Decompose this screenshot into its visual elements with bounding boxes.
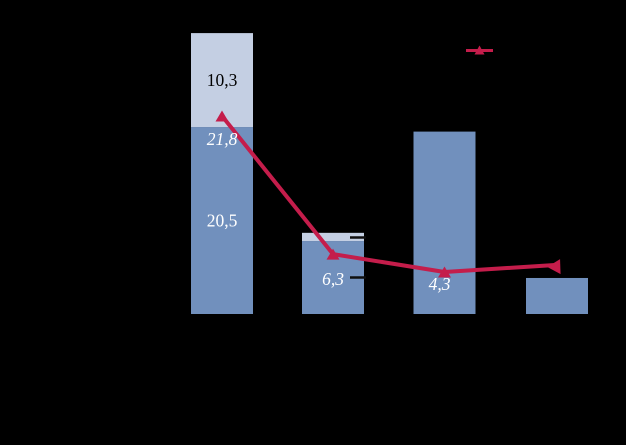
line-value-label: 6,3 <box>322 269 344 289</box>
legend-triangle-marker-icon <box>474 45 485 55</box>
line-point-marker-icon <box>326 248 340 260</box>
label-leader-dash <box>350 276 366 279</box>
bar-lower-value-label: 20,5 <box>207 211 238 231</box>
bar-segment-lower <box>191 127 253 314</box>
bar-segment-lower <box>413 131 476 314</box>
bar-upper-value-label: 10,3 <box>207 70 238 90</box>
label-leader-dash <box>350 236 366 239</box>
line-end-arrow-marker <box>547 259 561 275</box>
line-value-label: 21,8 <box>207 129 238 149</box>
bar-segment-lower <box>526 277 588 314</box>
line-point-marker-icon <box>438 266 451 278</box>
line-point-marker-icon <box>215 110 229 122</box>
bar-segment-upper <box>302 232 364 242</box>
line-series-path <box>220 113 559 274</box>
line-value-label: 4,3 <box>429 274 451 294</box>
